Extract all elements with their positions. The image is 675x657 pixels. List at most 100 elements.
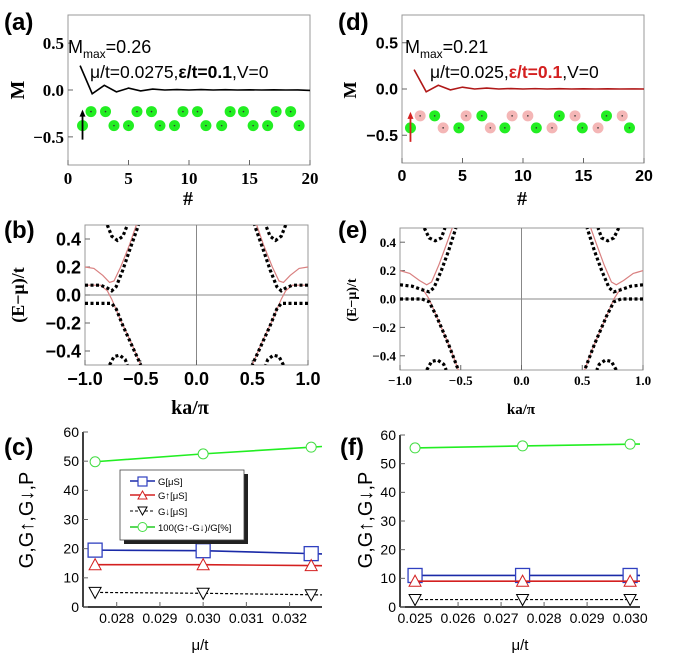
site-center: [150, 110, 153, 113]
band-dotted: [85, 301, 143, 365]
site-center: [465, 115, 467, 117]
site-center: [481, 115, 483, 117]
mmax-annotation-a: Mmax=0.26: [68, 37, 151, 61]
triangle-down-marker: [196, 587, 210, 601]
circle-marker: [409, 442, 421, 454]
panel-d: 0 5 10 15 20 −0.5 0.0 0.5 (d) M #: [338, 9, 653, 210]
triangle-down-marker: [623, 594, 637, 607]
site-center: [621, 115, 624, 117]
y-tick-label: 40: [380, 484, 396, 500]
panel-label: (d): [338, 9, 369, 36]
x-tick-label: 20: [635, 168, 653, 185]
band-dotted: [595, 358, 618, 370]
series-line: [95, 591, 323, 596]
band-dotted: [400, 228, 458, 294]
band-solid: [400, 228, 453, 286]
band-solid: [85, 284, 142, 365]
magnetization-line: [413, 69, 644, 93]
panels: 0 5 10 15 20 −0.5 0.0 0.5 (a) M #0 5 10 15 20 −0.5 0.0 0.…: [4, 9, 653, 654]
legend-triangle-down-icon: [137, 506, 148, 517]
circle-marker: [305, 441, 317, 453]
x-tick-label: 0.026: [441, 610, 476, 626]
band-dotted: [425, 358, 448, 370]
band-dotted: [585, 228, 643, 294]
y-tick-label: 0.5: [43, 34, 64, 53]
site-center: [242, 110, 245, 113]
panel-e: −1.0 −0.5 0.0 0.5 1.0 −0.4 −0.2 0.0 0.2 0.4 (e) (E−…: [338, 217, 651, 418]
y-tick-label: 20: [380, 542, 396, 558]
panel-label: (c): [4, 434, 33, 461]
y-axis-label: M: [340, 82, 360, 99]
panel-label: (a): [4, 9, 33, 36]
band-solid: [85, 225, 137, 284]
site-center: [127, 124, 130, 127]
y-tick-label: 30: [63, 511, 79, 527]
x-axis-label: ka/π: [171, 397, 209, 419]
x-tick-label: 1.0: [635, 373, 651, 388]
y-tick-label: 10: [380, 570, 396, 586]
circle-marker: [197, 448, 209, 460]
site-center: [581, 127, 584, 129]
series-line: [95, 563, 323, 567]
triangle-up-marker: [515, 574, 530, 587]
site-center: [605, 115, 608, 117]
square-marker: [303, 545, 319, 562]
legend-triangle-up-icon: [137, 489, 148, 500]
y-tick-label: 10: [63, 570, 79, 586]
triangle-down-marker: [88, 586, 102, 600]
site-center: [504, 127, 506, 129]
y-tick-label: −0.4: [45, 341, 81, 361]
y-tick-label: 50: [63, 453, 79, 469]
site-center: [442, 127, 444, 129]
x-tick-label: 1.0: [295, 369, 320, 389]
panel-f: 0.025 0.026 0.027 0.028 0.029 0.030 0 10 20 30 40 5…: [340, 427, 648, 654]
site-center: [511, 115, 513, 117]
plot-area: [404, 69, 644, 142]
legend-entry-g: G[μS]: [158, 477, 182, 488]
legend-entry-gdown: G↓[μS]: [158, 507, 187, 518]
band-dotted: [264, 225, 288, 243]
x-axis-label: ka/π: [507, 402, 536, 418]
x-tick-label: 10: [514, 168, 532, 185]
band-dotted: [250, 301, 308, 365]
y-tick-label: 0.0: [43, 81, 64, 100]
site-center: [558, 115, 561, 117]
x-tick-label: 0.029: [570, 610, 605, 626]
x-tick-label: 0.030: [186, 610, 221, 626]
circle-marker: [624, 438, 636, 450]
y-tick-label: 30: [380, 513, 396, 529]
params-annotation-d: μ/t=0.025,ε/t=0.1,V=0: [430, 62, 599, 82]
band-dotted: [105, 225, 129, 243]
y-tick-label: −0.2: [372, 320, 396, 335]
panel-a: 0 5 10 15 20 −0.5 0.0 0.5 (a) M #: [4, 9, 319, 210]
legend-circle-icon: [137, 522, 148, 532]
x-tick-label: −1.0: [67, 369, 103, 389]
site-center: [298, 124, 300, 127]
y-tick-label: 40: [63, 482, 79, 498]
y-tick-label: 60: [380, 427, 396, 443]
x-tick-label: 15: [575, 168, 593, 185]
x-axis-label: #: [517, 188, 527, 210]
band-dotted: [583, 297, 643, 370]
y-tick-label: 0.5: [376, 35, 398, 52]
y-tick-label: −0.5: [366, 128, 398, 145]
square-marker: [195, 543, 211, 559]
site-center: [90, 110, 92, 113]
x-tick-label: −0.5: [123, 369, 159, 389]
site-center: [173, 124, 176, 127]
site-center: [229, 110, 231, 113]
square-marker: [87, 542, 103, 558]
triangle-down-marker: [515, 594, 530, 607]
plot-area: [77, 65, 310, 140]
band-dotted: [422, 228, 447, 243]
band-dotted: [400, 297, 460, 370]
site-center: [597, 127, 599, 129]
y-axis-label: M: [7, 80, 29, 99]
site-center: [551, 127, 553, 129]
panel-label: (f): [340, 434, 364, 461]
band-solid: [590, 228, 643, 286]
site-center: [252, 124, 254, 127]
x-tick-label: 0.029: [142, 610, 177, 626]
band-dotted: [108, 353, 129, 365]
